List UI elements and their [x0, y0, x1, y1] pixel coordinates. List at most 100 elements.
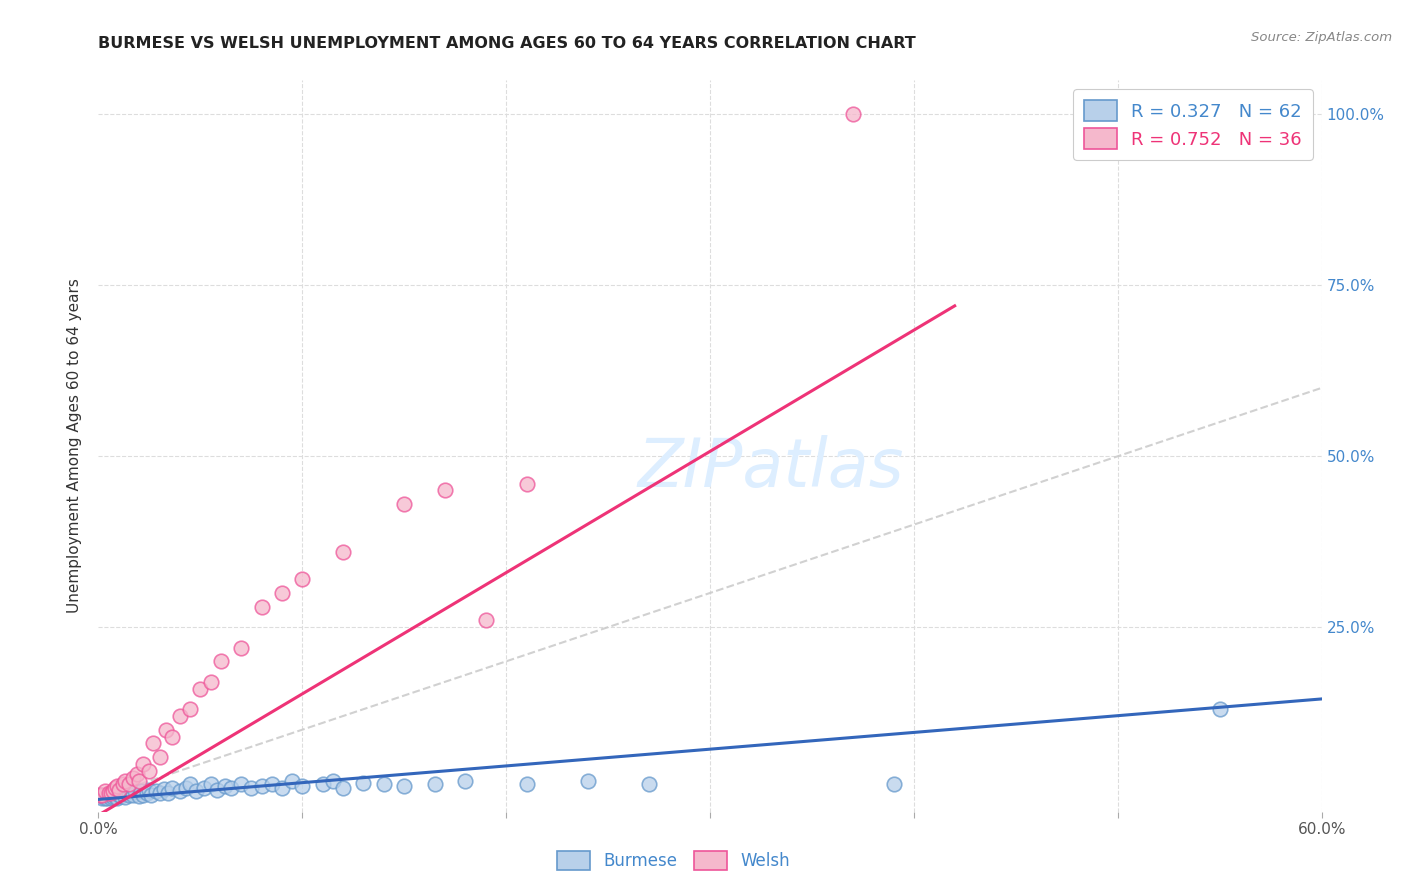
Point: [332, 780, 354, 795]
Point: [105, 791, 128, 805]
Text: BURMESE VS WELSH UNEMPLOYMENT AMONG AGES 60 TO 64 YEARS CORRELATION CHART: BURMESE VS WELSH UNEMPLOYMENT AMONG AGES…: [98, 36, 917, 51]
Point: [141, 788, 163, 802]
Point: [516, 476, 538, 491]
Point: [100, 786, 122, 800]
Point: [136, 786, 159, 800]
Point: [132, 756, 155, 771]
Point: [132, 788, 155, 802]
Point: [156, 786, 179, 800]
Point: [188, 681, 212, 696]
Point: [128, 789, 150, 803]
Point: [100, 791, 122, 805]
Point: [93, 788, 115, 802]
Point: [114, 789, 136, 804]
Point: [97, 789, 120, 803]
Point: [240, 780, 263, 795]
Point: [169, 784, 191, 798]
Point: [434, 483, 457, 498]
Point: [120, 784, 142, 798]
Point: [250, 779, 273, 793]
Point: [883, 777, 905, 791]
Point: [160, 780, 183, 795]
Point: [231, 640, 253, 655]
Point: [169, 709, 191, 723]
Point: [179, 702, 201, 716]
Point: [205, 782, 228, 797]
Point: [174, 780, 197, 795]
Point: [291, 572, 314, 586]
Point: [118, 789, 141, 803]
Point: [93, 791, 115, 805]
Point: [114, 774, 136, 789]
Point: [516, 777, 538, 791]
Point: [142, 736, 165, 750]
Point: [260, 777, 283, 791]
Point: [250, 599, 273, 614]
Point: [89, 788, 111, 802]
Point: [219, 780, 242, 795]
Point: [97, 786, 120, 800]
Point: [101, 789, 124, 804]
Point: [200, 777, 222, 791]
Point: [93, 784, 115, 798]
Point: [100, 788, 122, 802]
Point: [214, 779, 236, 793]
Point: [322, 774, 344, 789]
Point: [186, 784, 208, 798]
Point: [104, 780, 127, 795]
Point: [96, 791, 118, 805]
Point: [155, 723, 177, 737]
Point: [332, 545, 354, 559]
Point: [474, 613, 498, 627]
Point: [281, 774, 304, 789]
Point: [128, 774, 150, 789]
Point: [352, 776, 374, 790]
Point: [118, 777, 141, 791]
Point: [291, 779, 314, 793]
Text: ZIPatlas: ZIPatlas: [638, 435, 904, 501]
Point: [576, 774, 599, 789]
Point: [145, 784, 167, 798]
Point: [108, 782, 131, 797]
Text: Source: ZipAtlas.com: Source: ZipAtlas.com: [1251, 31, 1392, 45]
Point: [638, 777, 661, 791]
Point: [122, 788, 145, 802]
Point: [200, 674, 222, 689]
Point: [115, 786, 138, 800]
Point: [111, 786, 134, 800]
Point: [841, 107, 863, 121]
Point: [270, 780, 294, 795]
Point: [104, 789, 127, 803]
Point: [270, 586, 294, 600]
Point: [101, 784, 124, 798]
Point: [454, 774, 477, 789]
Point: [138, 782, 160, 797]
Point: [312, 777, 335, 791]
Point: [105, 779, 128, 793]
Point: [152, 782, 174, 797]
Point: [373, 777, 395, 791]
Point: [138, 764, 160, 778]
Point: [1209, 702, 1232, 716]
Point: [392, 779, 416, 793]
Point: [127, 767, 149, 781]
Point: [101, 786, 124, 800]
Point: [149, 786, 172, 800]
Point: [89, 788, 111, 802]
Point: [124, 784, 146, 798]
Point: [231, 777, 253, 791]
Point: [91, 791, 114, 805]
Point: [160, 730, 183, 744]
Point: [108, 784, 131, 798]
Point: [423, 777, 446, 791]
Y-axis label: Unemployment Among Ages 60 to 64 years: Unemployment Among Ages 60 to 64 years: [67, 278, 83, 614]
Point: [111, 777, 134, 791]
Legend: Burmese, Welsh: Burmese, Welsh: [550, 844, 797, 877]
Point: [179, 777, 201, 791]
Point: [122, 771, 145, 785]
Point: [193, 780, 215, 795]
Point: [209, 654, 232, 668]
Point: [392, 497, 416, 511]
Point: [91, 788, 114, 802]
Point: [149, 750, 172, 764]
